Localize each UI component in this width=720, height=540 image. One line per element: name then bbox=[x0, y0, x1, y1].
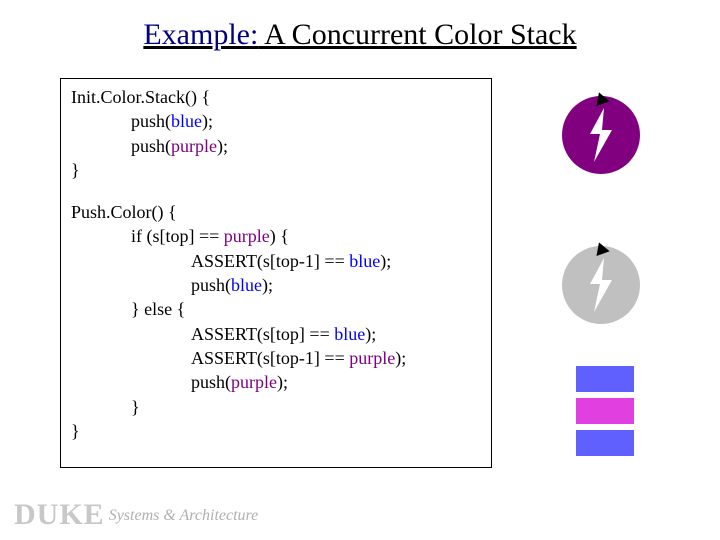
arrow-icon bbox=[592, 90, 609, 106]
code-line: push(purple); bbox=[71, 370, 481, 394]
code-line: push(blue); bbox=[71, 109, 481, 133]
slide-title: Example: A Concurrent Color Stack bbox=[0, 18, 720, 52]
stack-block-purple bbox=[576, 398, 634, 424]
thread-circle-grey bbox=[562, 246, 640, 324]
title-rest: A Concurrent Color Stack bbox=[258, 18, 576, 51]
code-line: } bbox=[71, 158, 481, 182]
code-line: push(blue); bbox=[71, 273, 481, 297]
code-line: } else { bbox=[71, 297, 481, 321]
thread-circle-purple bbox=[562, 96, 640, 174]
code-line: } bbox=[71, 395, 481, 419]
arrow-icon bbox=[592, 240, 609, 256]
code-line: push(purple); bbox=[71, 134, 481, 158]
title-example: Example: bbox=[143, 18, 258, 51]
lightning-bolt-icon bbox=[584, 258, 618, 312]
footer-duke: DUKE bbox=[14, 498, 105, 531]
code-line: Push.Color() { bbox=[71, 200, 481, 224]
code-line: ASSERT(s[top] == blue); bbox=[71, 322, 481, 346]
stack-block-blue bbox=[576, 430, 634, 456]
footer: DUKESystems & Architecture bbox=[14, 498, 258, 532]
code-line: Init.Color.Stack() { bbox=[71, 85, 481, 109]
stack-block-blue bbox=[576, 366, 634, 392]
code-line: } bbox=[71, 419, 481, 443]
code-line: if (s[top] == purple) { bbox=[71, 224, 481, 248]
footer-systems: Systems & Architecture bbox=[109, 507, 259, 524]
blank-line bbox=[71, 182, 481, 200]
lightning-bolt-icon bbox=[584, 108, 618, 162]
code-line: ASSERT(s[top-1] == purple); bbox=[71, 346, 481, 370]
code-line: ASSERT(s[top-1] == blue); bbox=[71, 249, 481, 273]
code-box: Init.Color.Stack() { push(blue); push(pu… bbox=[60, 78, 492, 468]
